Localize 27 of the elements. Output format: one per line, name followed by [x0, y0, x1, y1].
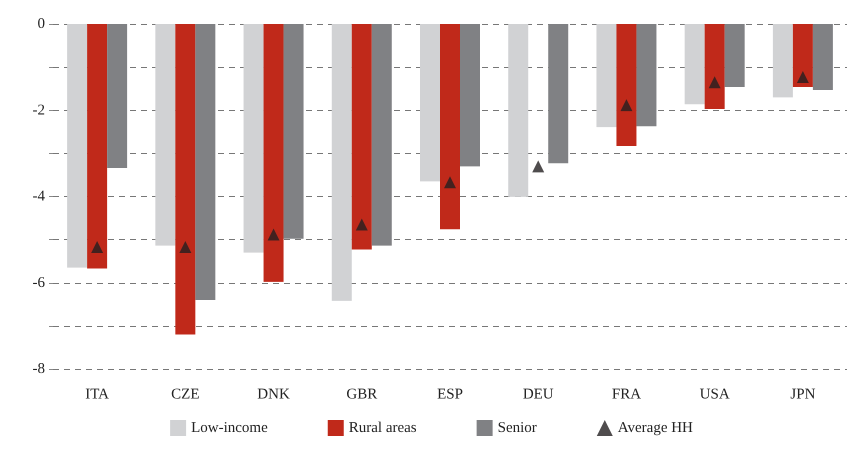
x-tick-label: CZE: [171, 386, 200, 402]
x-tick-label: DEU: [522, 386, 554, 402]
point: [708, 76, 721, 88]
x-tick-label: DNK: [257, 386, 290, 402]
x-tick-label: ESP: [437, 386, 463, 402]
y-tick-label: -2: [32, 102, 45, 118]
y-tick-label: 0: [38, 16, 45, 32]
y-tick-label: -6: [32, 274, 46, 291]
point: [796, 71, 809, 84]
point: [444, 176, 456, 188]
point: [620, 99, 632, 112]
y-tick-label: -4: [32, 188, 46, 204]
x-tick-label: USA: [700, 386, 730, 402]
point: [356, 218, 368, 231]
legend-label: Average HH: [618, 420, 694, 436]
legend-label: Senior: [498, 420, 537, 436]
legend-label: Rural areas: [348, 420, 417, 436]
legend-label: Low-income: [191, 420, 268, 436]
point: [532, 160, 544, 172]
point: [268, 228, 280, 240]
point: [91, 240, 104, 253]
x-tick-label: GBR: [346, 386, 378, 402]
x-tick-label: FRA: [612, 386, 642, 402]
x-tick-label: JPN: [790, 386, 816, 402]
y-tick-label: -8: [32, 361, 45, 377]
x-tick-label: ITA: [85, 386, 110, 402]
point: [179, 240, 192, 253]
